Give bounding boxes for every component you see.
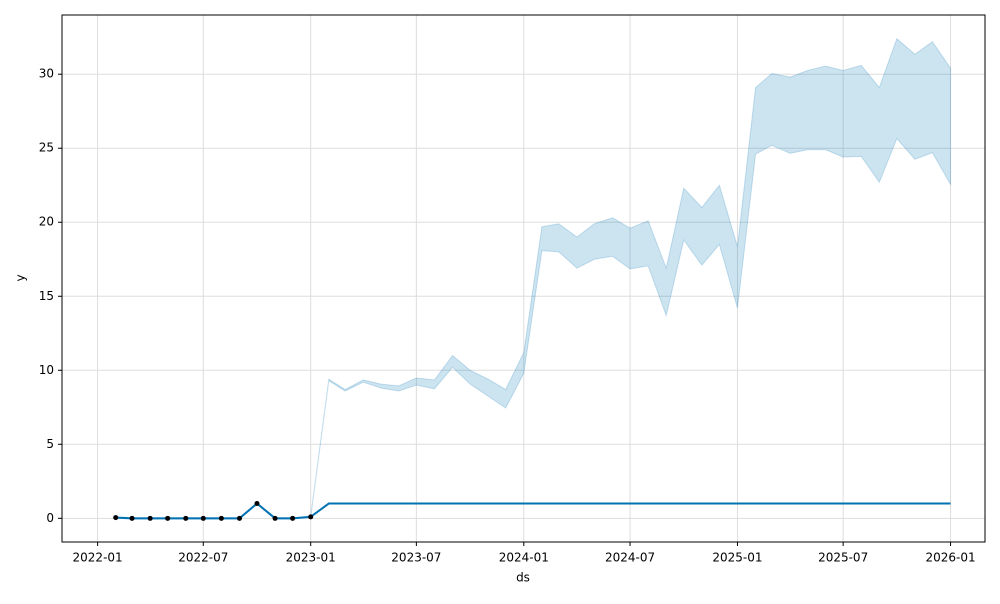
- observed-point: [113, 515, 119, 521]
- y-tick-label: 25: [39, 141, 54, 155]
- y-tick-label: 20: [39, 215, 54, 229]
- plot-frame: [61, 14, 986, 543]
- observed-point: [218, 515, 224, 521]
- observed-point: [290, 515, 296, 521]
- x-tick-label: 2026-01: [925, 551, 975, 565]
- observed-point: [165, 515, 171, 521]
- y-tick-label: 15: [39, 289, 54, 303]
- x-tick-label: 2024-07: [605, 551, 655, 565]
- forecast-line: [115, 502, 951, 520]
- observed-point: [236, 515, 242, 521]
- x-tick-label: 2025-01: [712, 551, 762, 565]
- observed-point: [183, 515, 189, 521]
- uncertainty-band: [115, 37, 952, 520]
- x-tick-label: 2023-01: [286, 551, 336, 565]
- observed-point: [147, 515, 153, 521]
- observed-point: [254, 501, 260, 507]
- observed-point: [200, 515, 206, 521]
- x-tick-label: 2023-07: [391, 551, 441, 565]
- x-tick-label: 2024-01: [499, 551, 549, 565]
- y-tick-label: 30: [39, 67, 54, 81]
- y-tick-label: 5: [46, 437, 54, 451]
- y-tick-label: 10: [39, 363, 54, 377]
- y-tick-label: 0: [46, 511, 54, 525]
- observed-point: [129, 515, 135, 521]
- x-axis-label: ds: [516, 571, 530, 585]
- x-tick-label: 2022-07: [178, 551, 228, 565]
- observed-point: [308, 514, 314, 520]
- x-tick-label: 2025-07: [818, 551, 868, 565]
- observed-point: [272, 515, 278, 521]
- y-axis-label: y: [14, 274, 28, 281]
- x-tick-label: 2022-01: [73, 551, 123, 565]
